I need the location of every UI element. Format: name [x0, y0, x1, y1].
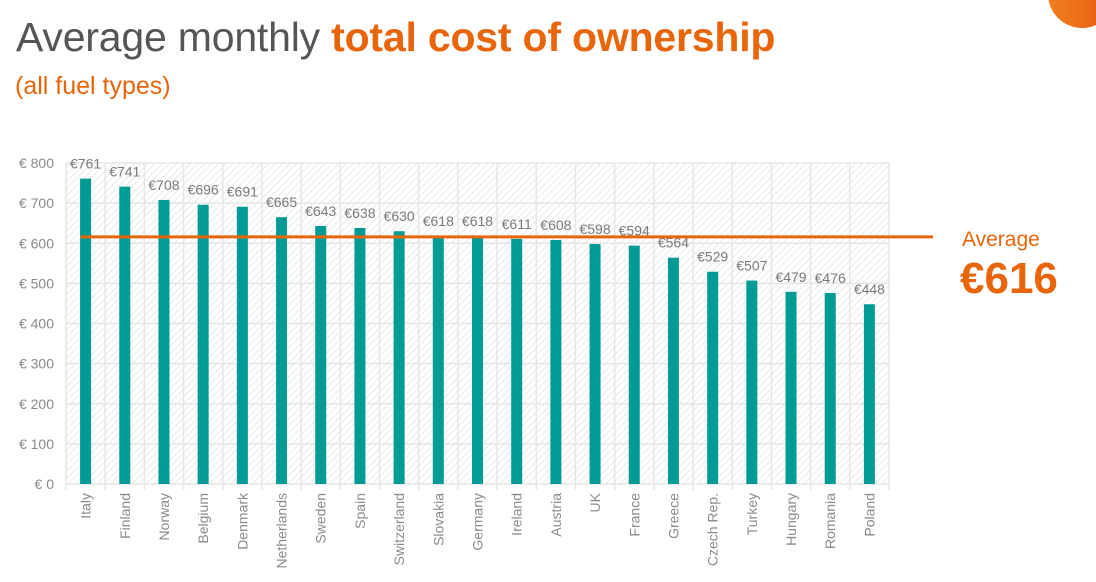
bar-austria [550, 240, 562, 484]
data-label: €476 [815, 270, 846, 286]
x-tick-label: Ireland [509, 493, 525, 536]
y-tick-label: € 500 [19, 275, 54, 291]
y-tick-label: € 400 [19, 316, 54, 332]
bar-switzerland [393, 231, 405, 484]
x-tick-label: Switzerland [391, 493, 407, 565]
bar-ireland [511, 238, 523, 484]
x-tick-label: Finland [117, 493, 133, 539]
y-tick-label: € 700 [19, 195, 54, 211]
data-label: €618 [462, 213, 493, 229]
y-tick-label: € 300 [19, 356, 54, 372]
x-tick-label: France [626, 493, 642, 537]
y-axis-ticks: € 0 € 100 € 200 € 300 € 400 € 500 € 600 € 700 € … [19, 155, 54, 492]
data-labels: €761 €741 €708 €696 €691 €665 €643 €638 €630 €618… [70, 156, 885, 298]
average-value: €616 [960, 254, 1058, 303]
data-label: €643 [305, 203, 336, 219]
page-subtitle: (all fuel types) [15, 72, 171, 100]
x-tick-label: Turkey [744, 493, 760, 535]
y-tick-label: € 600 [19, 235, 54, 251]
title-plain: Average monthly [16, 14, 332, 60]
data-label: €708 [148, 177, 179, 193]
data-label: €507 [736, 258, 767, 274]
x-tick-label: Poland [861, 493, 877, 537]
y-tick-label: € 200 [19, 396, 54, 412]
bar-sweden [315, 225, 327, 484]
bar-finland [119, 186, 131, 484]
bar-belgium [197, 204, 209, 485]
x-tick-label: Czech Rep. [705, 493, 721, 566]
x-tick-label: Greece [665, 493, 681, 539]
data-label: €630 [384, 208, 415, 224]
x-tick-label: Slovakia [430, 493, 446, 546]
title-highlight: total cost of ownership [331, 14, 776, 60]
average-label: Average [962, 228, 1040, 251]
data-label: €691 [227, 184, 258, 200]
data-label: €611 [502, 216, 532, 232]
bar-turkey [746, 280, 758, 484]
bar-slovakia [432, 236, 444, 484]
x-tick-label: Germany [470, 493, 486, 551]
data-label: €696 [188, 182, 219, 198]
bar-uk [589, 244, 601, 484]
data-label: €598 [579, 221, 610, 237]
data-label: €564 [658, 235, 689, 251]
x-tick-label: Norway [156, 493, 172, 540]
x-tick-label: Austria [548, 493, 564, 537]
bar-netherlands [276, 217, 288, 484]
data-label: €761 [70, 156, 101, 172]
data-label: €741 [109, 164, 140, 180]
x-tick-label: Belgium [195, 493, 211, 544]
bar-france [628, 245, 640, 484]
bar-romania [824, 293, 836, 484]
bar-spain [354, 228, 366, 484]
bar-greece [667, 257, 679, 484]
x-tick-label: Sweden [313, 493, 329, 544]
bar-norway [158, 199, 170, 485]
data-label: €608 [540, 217, 571, 233]
x-tick-label: Hungary [783, 493, 799, 546]
bar-czech-rep- [707, 271, 719, 484]
bar-denmark [236, 206, 248, 484]
x-tick-label: Italy [78, 493, 94, 519]
data-label: €529 [697, 249, 728, 265]
data-label: €665 [266, 194, 297, 210]
data-label: €638 [344, 205, 375, 221]
x-tick-label: Romania [822, 493, 838, 549]
bar-germany [472, 236, 483, 484]
data-label: €618 [423, 213, 454, 229]
y-tick-label: € 100 [19, 436, 54, 452]
page-title: Average monthly total cost of ownership [16, 14, 775, 61]
y-tick-label: € 0 [35, 476, 55, 492]
data-label: €448 [854, 281, 885, 297]
bars [80, 178, 875, 485]
x-tick-label: UK [587, 492, 603, 512]
x-axis-ticks: Italy Finland Norway Belgium Denmark Netherla… [78, 492, 878, 568]
x-tick-label: Spain [352, 493, 368, 529]
bar-poland [863, 304, 875, 484]
x-tick-label: Denmark [234, 492, 250, 550]
data-label: €594 [619, 223, 650, 239]
bar-hungary [785, 291, 797, 484]
data-label: €479 [775, 269, 806, 285]
y-tick-label: € 800 [19, 155, 54, 171]
x-tick-label: Netherlands [274, 493, 290, 569]
bar-italy [80, 178, 92, 484]
